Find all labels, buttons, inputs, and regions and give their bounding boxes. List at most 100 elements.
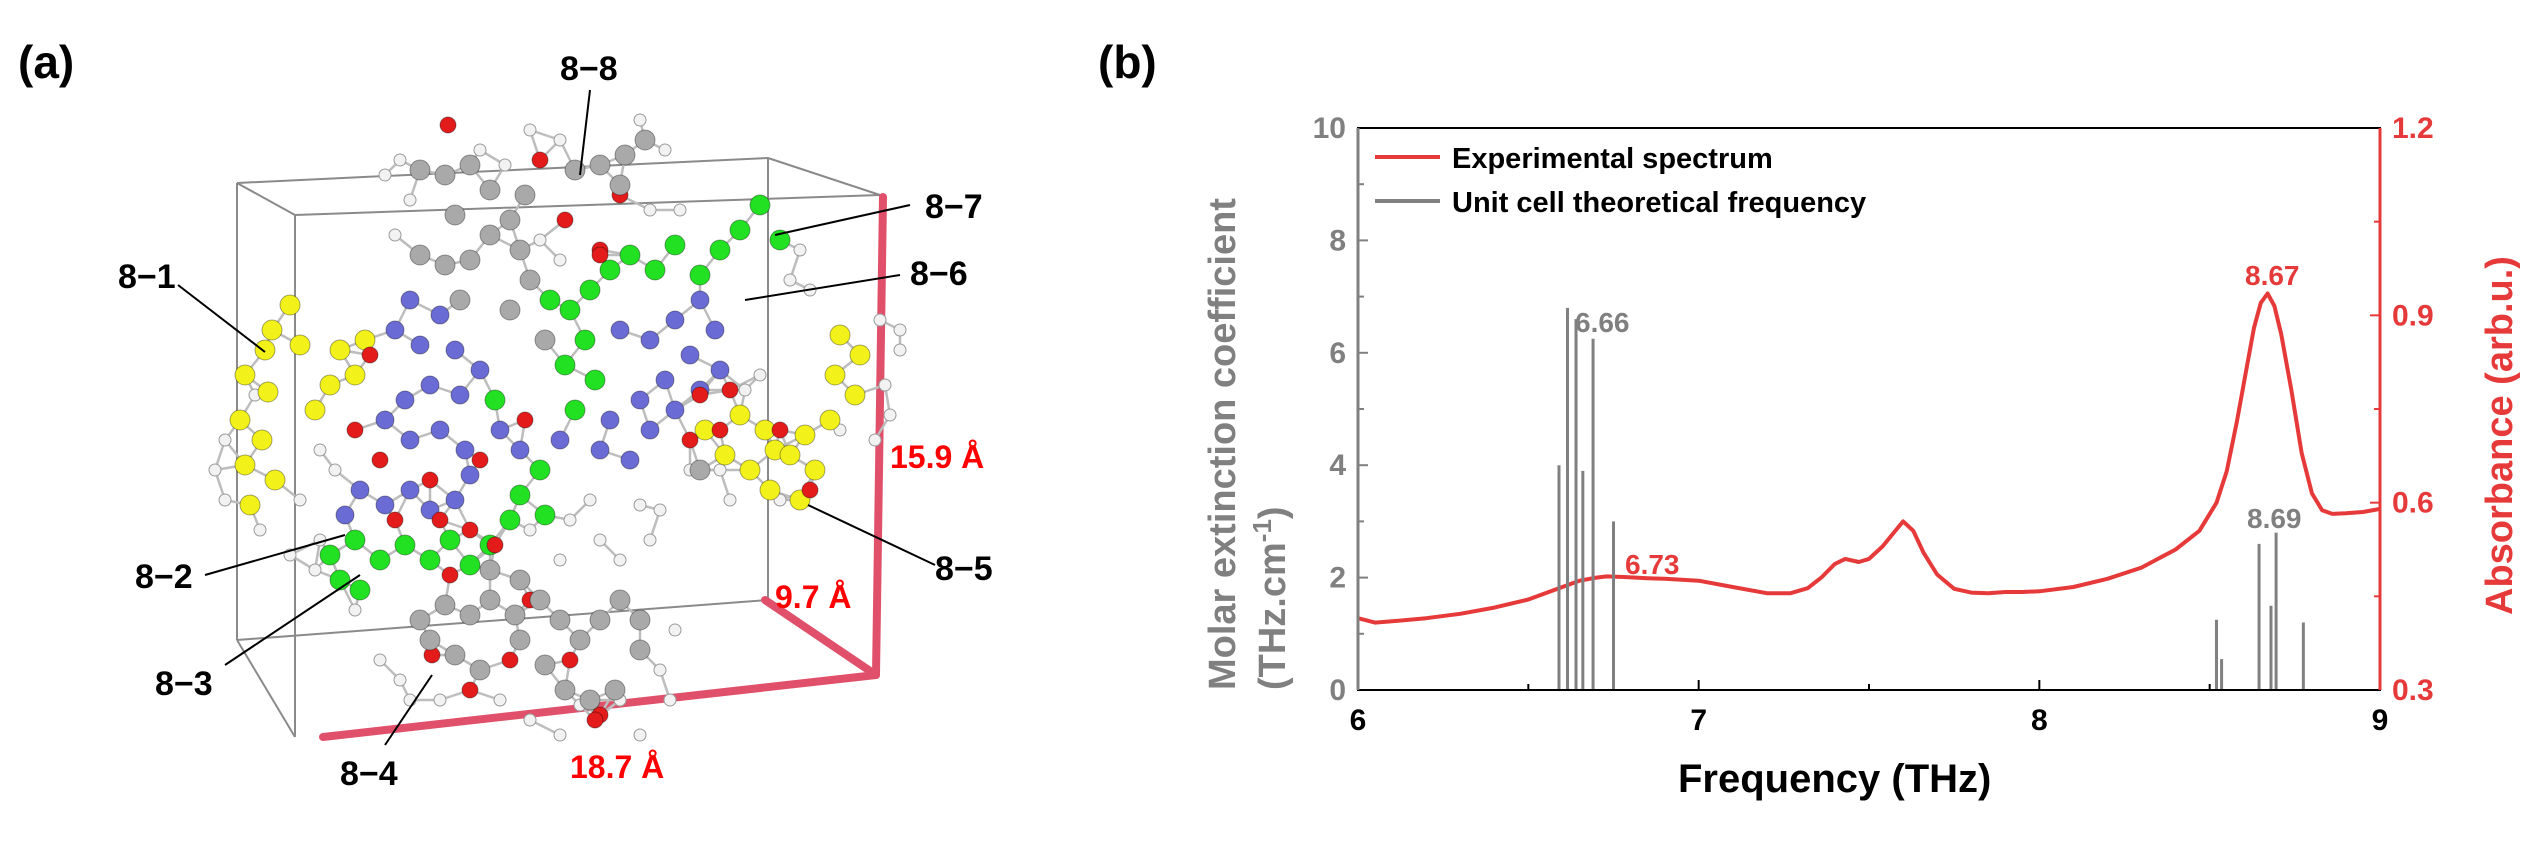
sulfur-like-atom (264, 469, 286, 491)
carbon-atom (509, 629, 531, 651)
hydrogen-atom (553, 253, 567, 267)
nitrogen-atom (375, 495, 395, 515)
left-y-tick-label: 10 (1313, 112, 1346, 145)
hydrogen-atom (658, 143, 672, 157)
carbon-atom (409, 609, 431, 631)
oxygen-atom (586, 711, 604, 729)
carbon-atom (434, 254, 456, 276)
hydrogen-atom (523, 123, 537, 137)
sulfur-like-atom (279, 294, 301, 316)
nitrogen-atom (550, 430, 570, 450)
hydrogen-atom (328, 463, 342, 477)
hydrogen-atom (388, 228, 402, 242)
nitrogen-atom (590, 440, 610, 460)
carbon-atom (609, 174, 631, 196)
right-y-tick-label: 1.2 (2392, 112, 2434, 145)
x-tick-label: 6 (1350, 704, 1367, 737)
carbon-atom (579, 689, 601, 711)
hydrogen-atom (498, 158, 512, 172)
edge-depth (761, 596, 880, 679)
molecule-labels: 8−1 8−2 8−3 8−4 8−5 8−6 8−7 8−8 (118, 50, 993, 793)
dimension-height: 15.9 Å (890, 439, 984, 475)
highlighted-atom (564, 399, 586, 421)
carbon-atom (434, 594, 456, 616)
carbon-atom (459, 604, 481, 626)
sulfur-like-atom (794, 424, 816, 446)
carbon-atom (609, 589, 631, 611)
highlighted-atom (344, 529, 366, 551)
highlighted-atom (689, 264, 711, 286)
molecule-label-8-8: 8−8 (560, 50, 618, 88)
carbon-atom (549, 609, 571, 631)
oxygen-atom (441, 566, 459, 584)
hydrogen-atom (873, 313, 887, 327)
nitrogen-atom (450, 385, 470, 405)
nitrogen-atom (490, 420, 510, 440)
nitrogen-atom (445, 490, 465, 510)
nitrogen-atom (420, 375, 440, 395)
oxygen-atom (371, 451, 389, 469)
nitrogen-atom (665, 310, 685, 330)
oxygen-atom (386, 511, 404, 529)
hydrogen-atom (663, 693, 677, 707)
highlighted-atom (394, 534, 416, 556)
nitrogen-atom (620, 450, 640, 470)
highlighted-atom (729, 219, 751, 241)
hydrogen-atom (563, 513, 577, 527)
nitrogen-atom (455, 440, 475, 460)
sulfur-like-atom (819, 409, 841, 431)
carbon-atom (479, 224, 501, 246)
x-tick-label: 7 (1690, 704, 1707, 737)
hydrogen-atom (653, 663, 667, 677)
highlighted-atom (439, 529, 461, 551)
hydrogen-atom (373, 653, 387, 667)
hydrogen-atom (673, 203, 687, 217)
highlighted-atom (459, 554, 481, 576)
legend: Experimental spectrum Unit cell theoreti… (1375, 143, 1866, 219)
nitrogen-atom (640, 330, 660, 350)
highlighted-atom (539, 289, 561, 311)
left-axis-title-line2: (THz.cm-1) (1247, 506, 1294, 690)
highlighted-atom (584, 369, 606, 391)
carbon-atom (444, 204, 466, 226)
sulfur-like-atom (261, 319, 283, 341)
nitrogen-atom (445, 340, 465, 360)
highlighted-atom (369, 549, 391, 571)
sulfur-like-atom (829, 324, 851, 346)
highlighted-atom (574, 329, 596, 351)
carbon-atom (634, 129, 656, 151)
label-leaders (177, 89, 936, 746)
sulfur-like-atom (254, 339, 276, 361)
sulfur-like-atom (714, 444, 736, 466)
left-y-tick-label: 8 (1329, 224, 1346, 257)
carbon-atom (409, 159, 431, 181)
highlighted-atom (319, 544, 341, 566)
left-y-tick-label: 6 (1329, 337, 1346, 370)
nitrogen-atom (470, 360, 490, 380)
carbon-atom (479, 179, 501, 201)
oxygen-atom (771, 421, 789, 439)
cell-dimensions: 15.9 Å 9.7 Å 18.7 Å (570, 439, 984, 785)
legend-entry-experimental: Experimental spectrum (1452, 143, 1773, 175)
molecule-label-8-3: 8−3 (155, 665, 213, 703)
annotation-6-66: 6.66 (1575, 307, 1630, 338)
carbon-atom (614, 144, 636, 166)
hydrogen-atom (613, 553, 627, 567)
nitrogen-atom (400, 290, 420, 310)
highlighted-atom (484, 389, 506, 411)
hydrogen-atom (493, 693, 507, 707)
sulfur-like-atom (329, 339, 351, 361)
nitrogen-atom (395, 390, 415, 410)
carbon-atom (529, 589, 551, 611)
oxygen-atom (711, 421, 729, 439)
sulfur-like-atom (239, 494, 261, 516)
sulfur-like-atom (289, 334, 311, 356)
sulfur-like-atom (849, 344, 871, 366)
carbon-atom (449, 289, 471, 311)
hydrogen-atom (393, 673, 407, 687)
nitrogen-atom (335, 505, 355, 525)
nitrogen-atom (510, 440, 530, 460)
hydrogen-atom (783, 273, 797, 287)
carbon-atom (434, 164, 456, 186)
